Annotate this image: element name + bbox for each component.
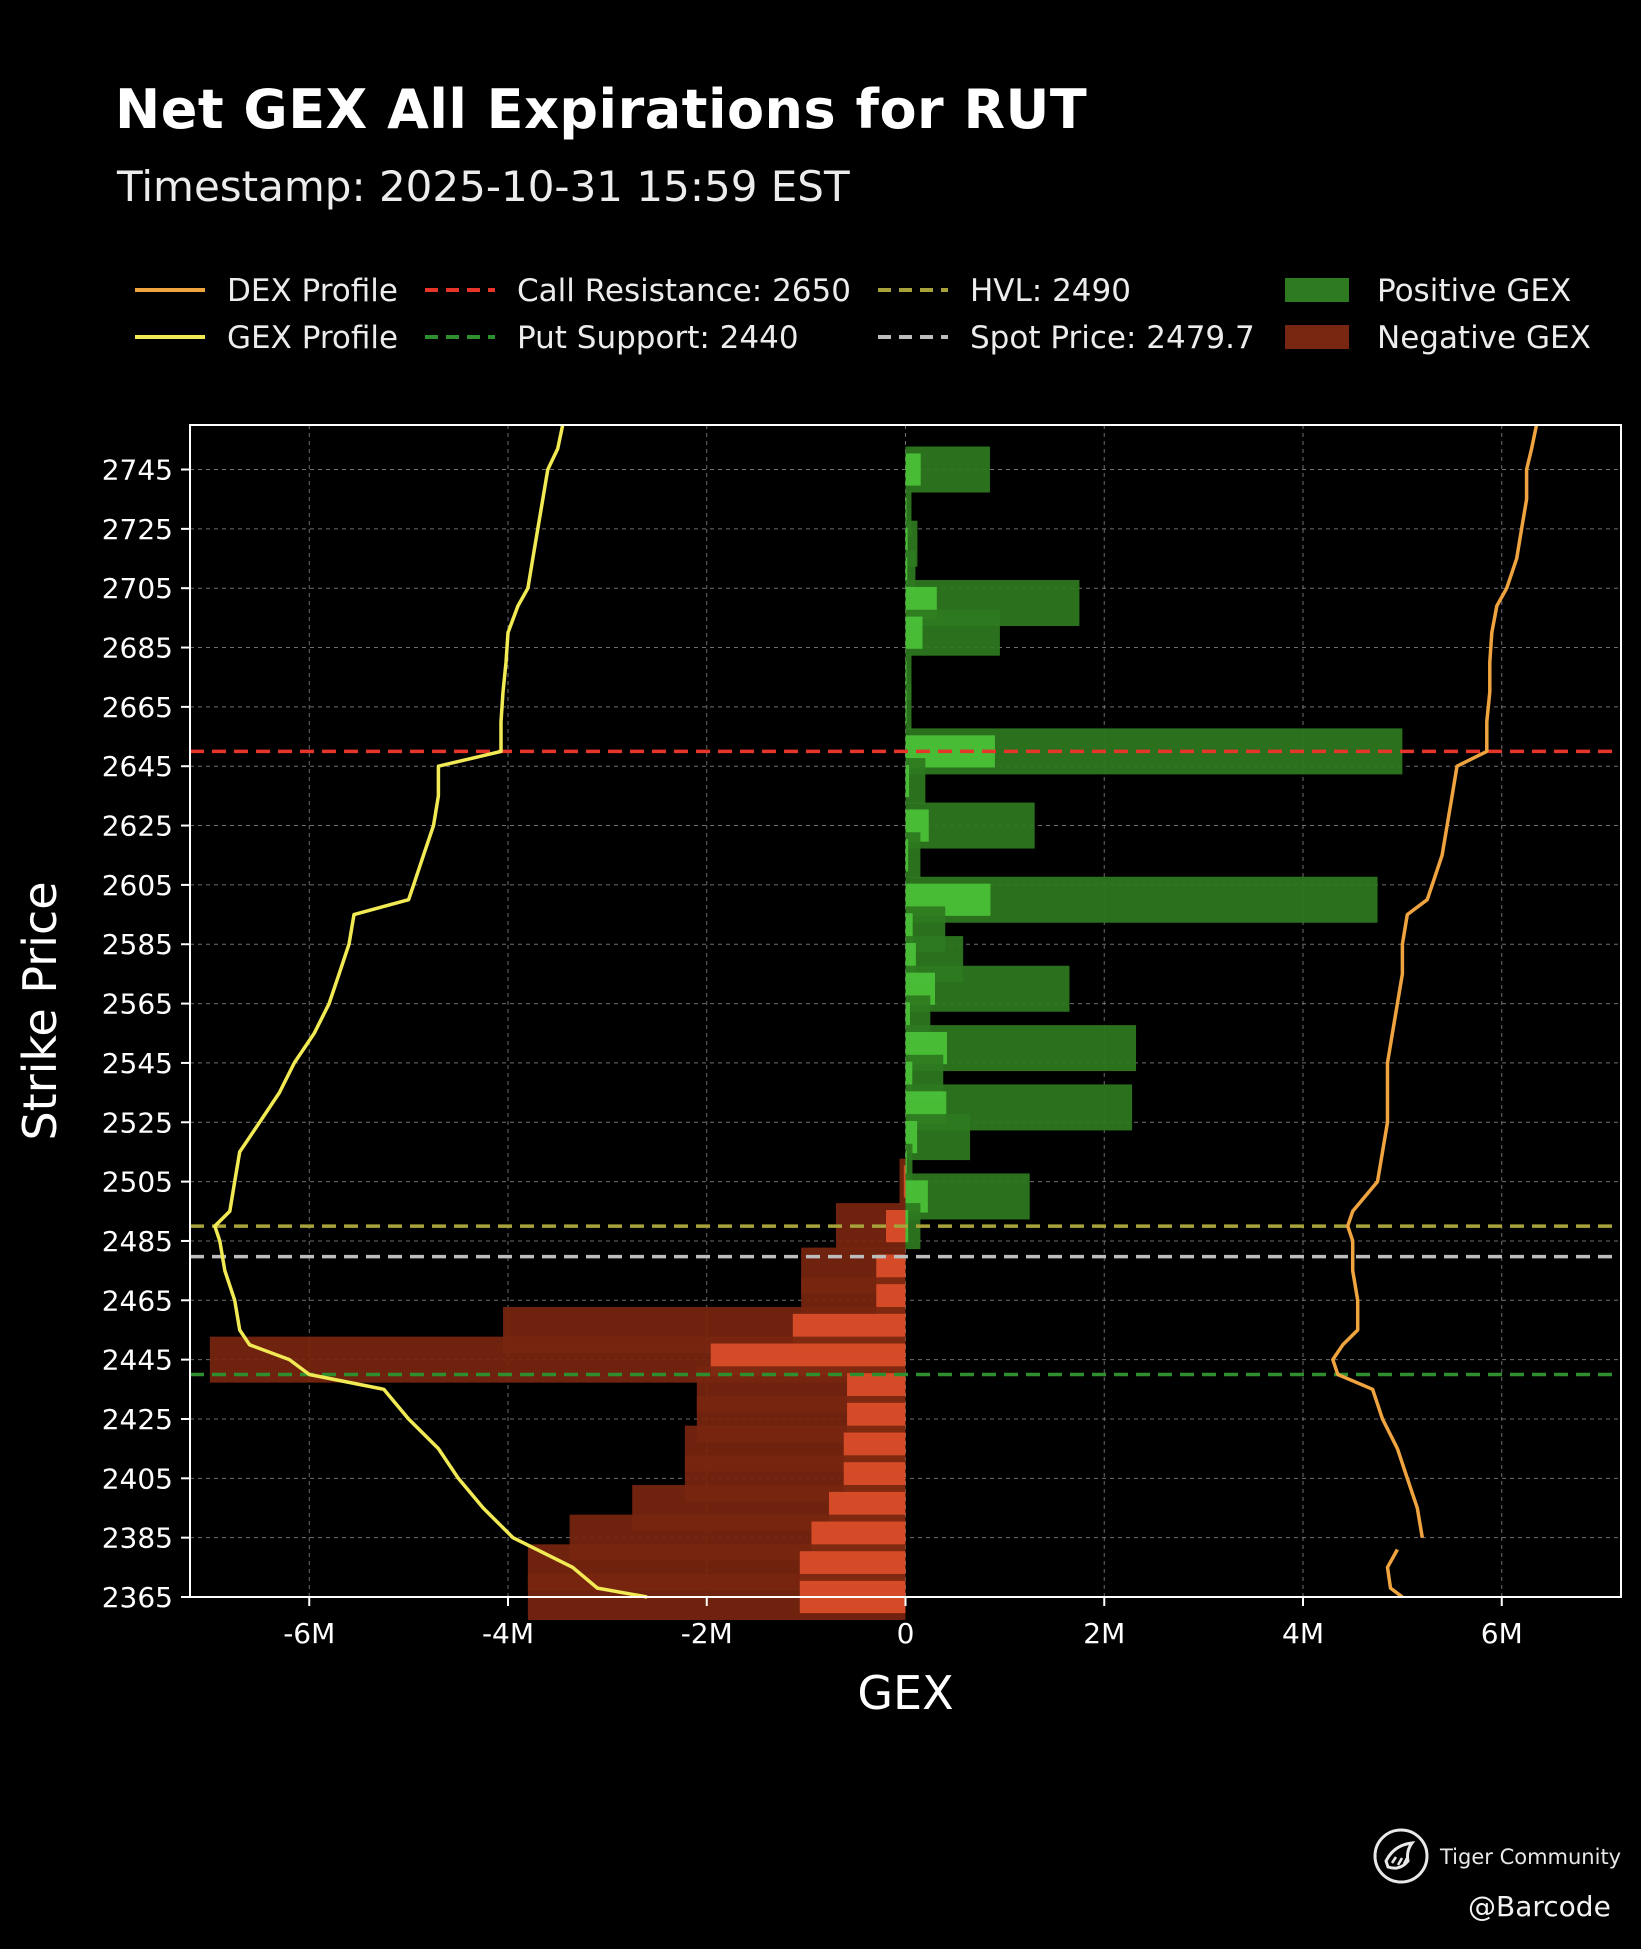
positive-gex-bar [905, 683, 912, 730]
y-tick-label: 2385 [102, 1522, 173, 1555]
tiger-logo-icon [1373, 1828, 1429, 1884]
chart-subtitle: Timestamp: 2025-10-31 15:59 EST [117, 162, 850, 211]
reference-lines [190, 749, 1621, 1377]
positive-gex-bar-inner [905, 497, 907, 531]
y-axis-ticks: 2745 2725 2705 2685 2665 2645 2625 2605 2585 2565… [102, 454, 190, 1614]
positive-gex-bar-inner [905, 764, 910, 798]
x-tick-label: 4M [1282, 1617, 1324, 1650]
positive-gex-bar [905, 550, 916, 597]
positive-gex-bar-inner [905, 527, 908, 560]
y-tick-label: 2745 [102, 454, 173, 487]
x-tick-label: -6M [283, 1617, 335, 1650]
dex-profile-line [1331, 424, 1539, 1538]
x-tick-label: 0 [897, 1617, 915, 1650]
y-tick-label: 2365 [102, 1581, 173, 1614]
gex-profile-legend-label: GEX Profile [227, 320, 398, 356]
negative-gex-legend-swatch [1285, 325, 1349, 349]
put-support-legend-label: Put Support: 2440 [517, 320, 799, 356]
positive-gex-bar-inner [905, 616, 923, 649]
y-tick-label: 2505 [102, 1166, 173, 1199]
y-tick-label: 2725 [102, 513, 173, 546]
y-tick-label: 2465 [102, 1284, 173, 1317]
positive-gex-bar [905, 654, 912, 701]
chart-title: Net GEX All Expirations for RUT [115, 78, 1088, 141]
y-tick-label: 2585 [102, 928, 173, 961]
positive-gex-bar-inner [905, 1150, 907, 1183]
positive-gex-legend-swatch [1285, 278, 1349, 302]
positive-gex-bar-inner [905, 942, 916, 976]
y-tick-label: 2665 [102, 691, 173, 724]
negative-gex-legend-label: Negative GEX [1377, 320, 1591, 356]
hvl-legend-label: HVL: 2490 [970, 273, 1131, 309]
positive-gex-bar [905, 832, 921, 879]
profile-lines [213, 424, 1539, 1599]
x-tick-label: -2M [681, 1617, 733, 1650]
negative-gex-bar-inner [903, 1165, 906, 1198]
y-axis-label: Strike Price [13, 881, 67, 1140]
y-tick-label: 2445 [102, 1344, 173, 1377]
brand-name: Tiger Community [1440, 1845, 1622, 1869]
negative-gex-bar [899, 1158, 906, 1205]
dex-profile-legend-label: DEX Profile [227, 273, 398, 309]
x-tick-label: -4M [482, 1617, 534, 1650]
positive-gex-legend-label: Positive GEX [1377, 273, 1571, 309]
gex-bars [209, 446, 1403, 1620]
x-tick-label: 6M [1481, 1617, 1523, 1650]
y-tick-label: 2645 [102, 750, 173, 783]
y-tick-label: 2405 [102, 1462, 173, 1495]
y-tick-label: 2605 [102, 869, 173, 902]
positive-gex-bar [905, 758, 926, 805]
gex-profile-line [213, 424, 648, 1599]
positive-gex-bar-inner [905, 1121, 918, 1154]
y-tick-label: 2425 [102, 1403, 173, 1436]
y-tick-label: 2705 [102, 572, 173, 605]
credit-handle: @Barcode [1468, 1890, 1611, 1923]
x-tick-label: 2M [1083, 1617, 1125, 1650]
dex-profile-line [1385, 1548, 1404, 1599]
chart-legend: DEX Profile GEX Profile Call Resistance: 2… [135, 273, 1591, 356]
positive-gex-bar-inner [905, 913, 913, 946]
positive-gex-bar [905, 491, 912, 538]
positive-gex-bar-inner [905, 1002, 910, 1035]
spot-price-legend-label: Spot Price: 2479.7 [970, 320, 1255, 356]
positive-gex-bar [905, 1143, 913, 1190]
positive-gex-bar-inner [905, 453, 921, 486]
y-tick-label: 2485 [102, 1225, 173, 1258]
positive-gex-bar-inner [905, 690, 907, 723]
y-tick-label: 2545 [102, 1047, 173, 1080]
positive-gex-bar [905, 520, 918, 567]
positive-gex-bar-inner [905, 557, 908, 590]
x-axis-ticks: -6M -4M -2M 0 2M 4M 6M [283, 1597, 1523, 1650]
positive-gex-bar-inner [905, 1061, 913, 1094]
y-tick-label: 2625 [102, 810, 173, 843]
x-axis-label: GEX [857, 1666, 953, 1720]
positive-gex-bar-inner [905, 661, 907, 694]
y-tick-label: 2685 [102, 632, 173, 665]
positive-gex-bar-inner [905, 839, 909, 872]
y-tick-label: 2525 [102, 1106, 173, 1139]
call-resistance-legend-label: Call Resistance: 2650 [517, 273, 851, 309]
positive-gex-bar [905, 1203, 921, 1250]
y-tick-label: 2565 [102, 988, 173, 1021]
